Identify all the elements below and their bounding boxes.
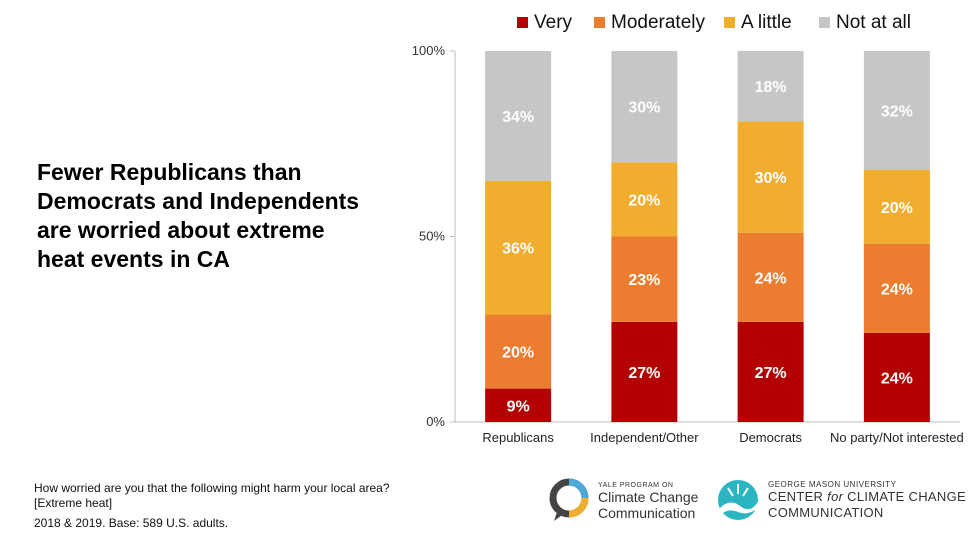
data-label: 36% (502, 241, 534, 258)
gmu-logo: GEORGE MASON UNIVERSITY CENTER for CLIMA… (716, 478, 966, 522)
bar-segment-a-little (737, 121, 804, 233)
headline-line: are worried about extreme (37, 217, 325, 243)
bar-segment-not-at-all (485, 51, 552, 181)
stacked-bar-chart: 0% 50% 100% 9% 20% 36% 34% Republicans 27% 23% 20%… (412, 12, 964, 445)
yale-logo: YALE PROGRAM ON Climate Change Communica… (548, 478, 698, 524)
gmu-sun-wave-icon (718, 480, 758, 520)
y-tick-label: 100% (412, 43, 446, 58)
data-label: 27% (755, 365, 787, 382)
survey-question-line: [Extreme heat] (34, 496, 113, 510)
bar-segment-moderately (737, 232, 804, 322)
bar-segment-very (485, 388, 552, 422)
gmu-logo-line1: CENTER for CLIMATE CHANGE (768, 488, 966, 504)
data-label: 27% (628, 365, 660, 382)
x-tick-label: Republicans (482, 430, 554, 445)
yale-logo-line2: Communication (598, 504, 696, 521)
bar-segment-moderately (611, 236, 678, 322)
x-tick-label: No party/Not interested (830, 430, 964, 445)
headline-line: Democrats and Independents (37, 188, 360, 214)
bar-segment-a-little (863, 169, 930, 244)
data-label: 24% (755, 270, 787, 287)
data-label: 20% (881, 200, 913, 217)
data-label: 20% (502, 345, 534, 362)
headline-line: Fewer Republicans than (37, 159, 302, 185)
bar-segment-very (611, 321, 678, 422)
yale-speech-bubble-icon (549, 478, 589, 521)
data-label: 34% (502, 109, 534, 126)
data-label: 23% (628, 272, 660, 289)
bar-segment-not-at-all (737, 51, 804, 122)
bar-segment-a-little (485, 180, 552, 315)
legend-swatch (724, 17, 735, 28)
headline-line: heat events in CA (37, 246, 230, 272)
survey-question: How worried are you that the following m… (34, 481, 434, 511)
yale-logo-line1: Climate Change (598, 488, 699, 505)
survey-question-line: How worried are you that the following m… (34, 481, 390, 495)
data-label: 30% (755, 170, 787, 187)
legend-label: A little (741, 12, 792, 33)
x-tick-label: Democrats (739, 430, 802, 445)
legend-swatch (517, 17, 528, 28)
legend-label: Very (534, 12, 573, 33)
bar-segment-moderately (485, 314, 552, 389)
data-label: 9% (507, 398, 530, 415)
gmu-logo-line2: COMMUNICATION (768, 504, 884, 520)
x-tick-label: Independent/Other (590, 430, 699, 445)
data-label: 30% (628, 100, 660, 117)
bar-segment-very (737, 321, 804, 422)
data-label: 24% (881, 370, 913, 387)
survey-base: 2018 & 2019. Base: 589 U.S. adults. (34, 516, 229, 530)
data-label: 18% (755, 79, 787, 96)
bar-segment-very (863, 332, 930, 422)
legend-label: Not at all (836, 12, 911, 33)
gmu-logo-small: GEORGE MASON UNIVERSITY (768, 479, 897, 489)
y-tick-label: 50% (419, 229, 445, 244)
headline: Fewer Republicans than Democrats and Ind… (37, 158, 397, 274)
data-label: 24% (881, 281, 913, 298)
legend-swatch (819, 17, 830, 28)
bar-segment-a-little (611, 162, 678, 237)
bar-segment-not-at-all (611, 51, 678, 163)
legend-swatch (594, 17, 605, 28)
yale-logo-small: YALE PROGRAM ON (598, 481, 674, 489)
bar-segment-moderately (863, 243, 930, 333)
data-label: 20% (628, 192, 660, 209)
bar-segment-not-at-all (863, 51, 930, 170)
y-tick-label: 0% (426, 414, 445, 429)
data-label: 32% (881, 103, 913, 120)
legend-label: Moderately (611, 12, 705, 33)
